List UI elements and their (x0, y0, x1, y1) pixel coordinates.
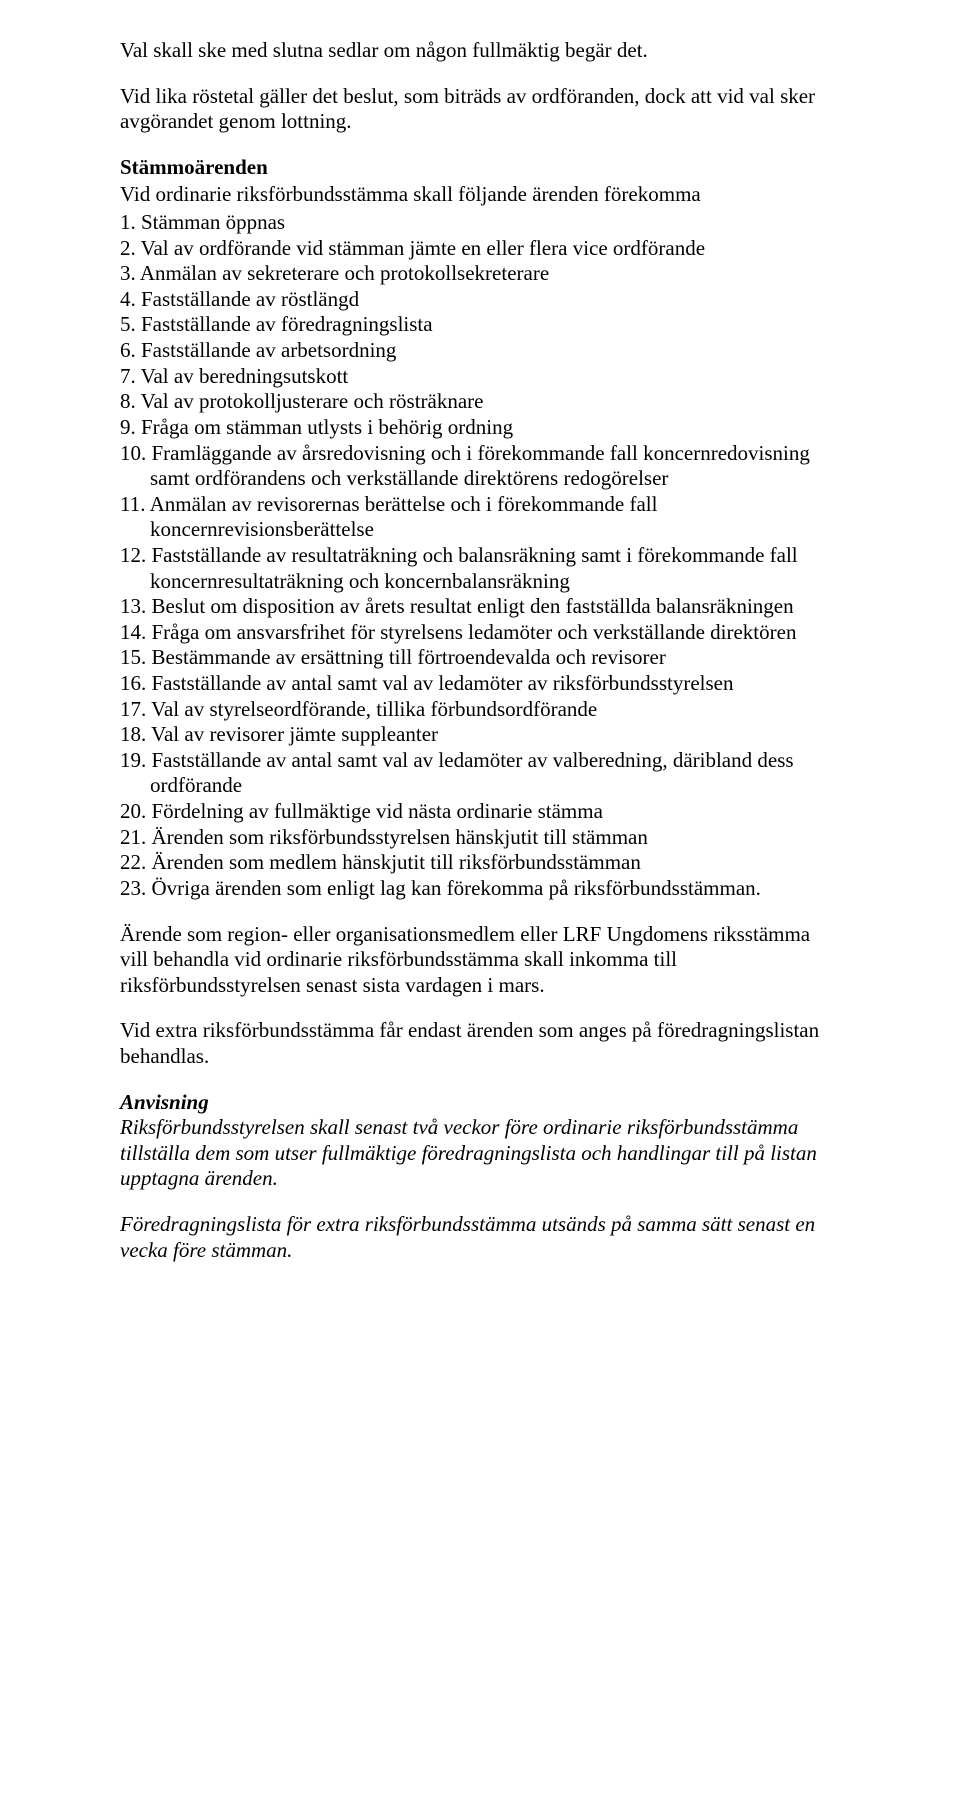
agenda-item: Beslut om disposition av årets resultat … (120, 594, 840, 620)
agenda-list: Stämman öppnasVal av ordförande vid stäm… (120, 210, 840, 901)
agenda-item: Fastställande av antal samt val av ledam… (120, 671, 840, 697)
paragraph: Vid lika röstetal gäller det beslut, som… (120, 84, 840, 135)
intro-paragraph: Vid ordinarie riksförbundsstämma skall f… (120, 182, 840, 208)
agenda-item: Stämman öppnas (120, 210, 840, 236)
agenda-item: Val av beredningsutskott (120, 364, 840, 390)
agenda-item: Fråga om stämman utlysts i behörig ordni… (120, 415, 840, 441)
agenda-item: Anmälan av revisorernas berättelse och i… (120, 492, 840, 543)
agenda-item: Val av ordförande vid stämman jämte en e… (120, 236, 840, 262)
subheading: Anvisning (120, 1090, 840, 1116)
agenda-item: Ärenden som medlem hänskjutit till riksf… (120, 850, 840, 876)
agenda-item: Fastställande av föredragningslista (120, 312, 840, 338)
agenda-item: Framläggande av årsredovisning och i för… (120, 441, 840, 492)
agenda-item: Val av revisorer jämte suppleanter (120, 722, 840, 748)
agenda-item: Fastställande av antal samt val av ledam… (120, 748, 840, 799)
agenda-item: Övriga ärenden som enligt lag kan föreko… (120, 876, 840, 902)
agenda-item: Ärenden som riksförbundsstyrelsen hänskj… (120, 825, 840, 851)
agenda-item: Val av styrelseordförande, tillika förbu… (120, 697, 840, 723)
paragraph: Ärende som region- eller organisationsme… (120, 922, 840, 999)
instruction-paragraph: Föredragningslista för extra riksförbund… (120, 1212, 840, 1263)
agenda-item: Fastställande av arbetsordning (120, 338, 840, 364)
agenda-item: Bestämmande av ersättning till förtroend… (120, 645, 840, 671)
paragraph: Val skall ske med slutna sedlar om någon… (120, 38, 840, 64)
instruction-paragraph: Riksförbundsstyrelsen skall senast två v… (120, 1115, 840, 1192)
agenda-item: Fastställande av röstlängd (120, 287, 840, 313)
agenda-item: Fastställande av resultaträkning och bal… (120, 543, 840, 594)
section-heading: Stämmoärenden (120, 155, 840, 181)
agenda-item: Fråga om ansvarsfrihet för styrelsens le… (120, 620, 840, 646)
agenda-item: Anmälan av sekreterare och protokollsekr… (120, 261, 840, 287)
agenda-item: Fördelning av fullmäktige vid nästa ordi… (120, 799, 840, 825)
paragraph: Vid extra riksförbundsstämma får endast … (120, 1018, 840, 1069)
agenda-item: Val av protokolljusterare och rösträknar… (120, 389, 840, 415)
